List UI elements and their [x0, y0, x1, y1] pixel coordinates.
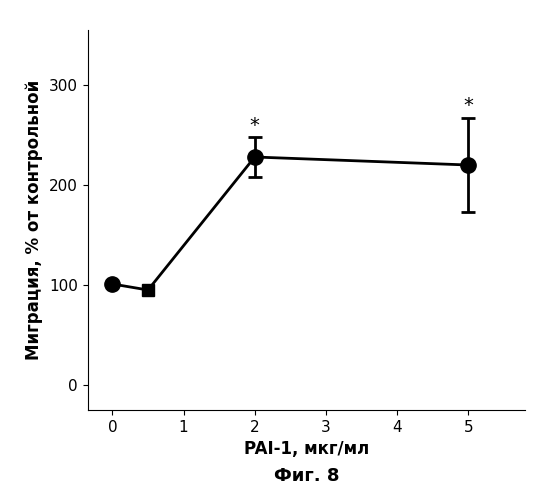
- Text: *: *: [463, 96, 473, 115]
- X-axis label: PAI-1, мкг/мл: PAI-1, мкг/мл: [244, 440, 369, 458]
- Text: *: *: [250, 116, 260, 135]
- Text: Фиг. 8: Фиг. 8: [274, 467, 339, 485]
- Y-axis label: Миграция, % от контрольной: Миграция, % от контрольной: [25, 80, 43, 360]
